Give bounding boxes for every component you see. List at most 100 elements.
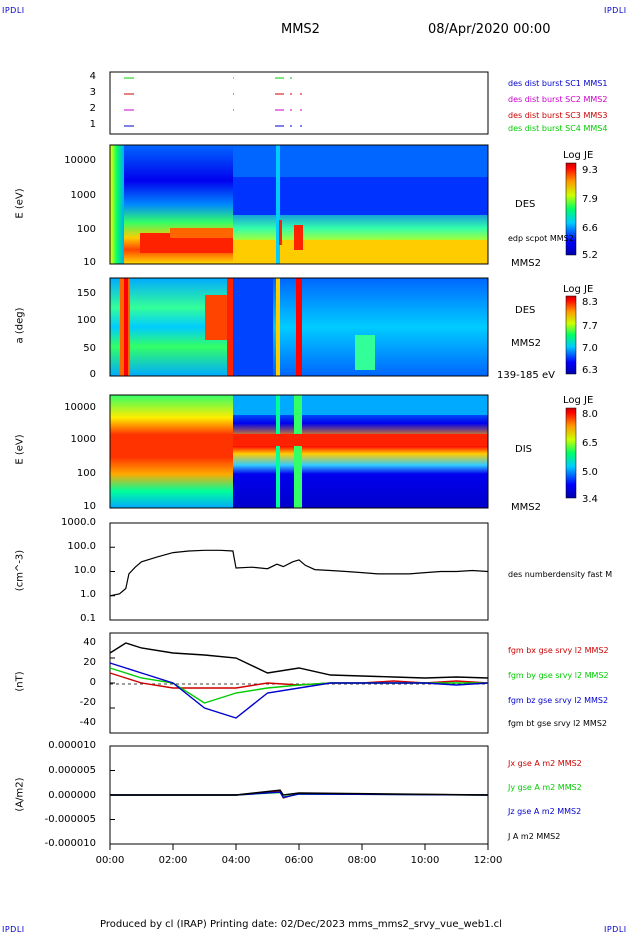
p2-cb-tick-1: 7.9 xyxy=(582,194,598,205)
p6-legend-bt: fgm bt gse srvy l2 MMS2 xyxy=(508,719,607,728)
p6-ylabel: (nT) xyxy=(14,671,26,692)
p4-ylabel: E (eV) xyxy=(14,434,26,465)
panel2-spectrogram xyxy=(110,145,488,264)
panel5-series-0 xyxy=(109,549,489,597)
p1-legend-1: des dist burst SC1 MMS1 xyxy=(508,79,608,88)
corner-br: IPDLI xyxy=(604,925,627,934)
p3-ytick-50: 50 xyxy=(83,343,96,354)
p6-ytick-m20: -20 xyxy=(79,697,96,708)
p2-right-label-3: MMS2 xyxy=(511,258,541,269)
p4-right-label-3: MMS2 xyxy=(511,502,541,513)
panel3-spectrogram xyxy=(110,278,488,376)
p5-legend: des numberdensity fast M xyxy=(508,570,613,579)
p7-ylabel: (A/m2) xyxy=(14,777,26,812)
p4-cb-title: Log JE xyxy=(563,395,594,406)
panel2-frame xyxy=(109,144,489,265)
p6-ytick-m40: -40 xyxy=(79,717,96,728)
p2-cb-tick-3: 5.2 xyxy=(582,250,598,261)
p2-ytick-10000: 10000 xyxy=(64,155,96,166)
p2-right-label-2: edp scpot MMS2 xyxy=(508,234,574,243)
p7-ytick-0: 0.000010 xyxy=(48,740,96,751)
p2-cb-tick-0: 9.3 xyxy=(582,165,598,176)
p5-ylabel: (cm^-3) xyxy=(14,549,26,592)
chart-layer xyxy=(109,522,489,850)
p5-ytick-1000: 1000.0 xyxy=(61,517,96,528)
plot-date: 08/Apr/2020 00:00 xyxy=(428,22,551,37)
p2-ytick-100: 100 xyxy=(76,224,96,235)
p4-cb-tick-3: 3.4 xyxy=(582,494,598,505)
xtick-4: 08:00 xyxy=(347,855,377,866)
p6-ytick-0: 0 xyxy=(89,677,96,688)
p2-ytick-10: 10 xyxy=(83,257,96,268)
corner-bl: IPDLI xyxy=(2,925,25,934)
p6-legend-bz: fgm bz gse srvy l2 MMS2 xyxy=(508,696,609,705)
xtick-2: 04:00 xyxy=(221,855,251,866)
p3-cb-tick-2: 7.0 xyxy=(582,343,598,354)
p6-ytick-40: 40 xyxy=(83,637,96,648)
panel4-spectrogram xyxy=(110,395,488,508)
p5-ytick-1: 1.0 xyxy=(80,589,96,600)
panel1-marks xyxy=(124,77,302,127)
p7-ytick-3: -0.000005 xyxy=(44,814,96,825)
p7-legend-jz: Jz gse A m2 MMS2 xyxy=(508,807,582,816)
xtick-6: 12:00 xyxy=(473,855,503,866)
p7-legend-jy: Jy gse A m2 MMS2 xyxy=(508,783,582,792)
plot-title: MMS2 xyxy=(281,22,320,37)
p1-ytick-1: 1 xyxy=(89,119,96,130)
p3-right-label: DES xyxy=(515,305,536,316)
p4-right-label: DIS xyxy=(515,444,532,455)
footer-text: Produced by cl (IRAP) Printing date: 02/… xyxy=(100,919,502,930)
p4-ytick-100: 100 xyxy=(76,468,96,479)
p6-legend-by: fgm by gse srvy l2 MMS2 xyxy=(508,671,609,680)
p7-ytick-2: 0.000000 xyxy=(48,790,96,801)
p4-ytick-10: 10 xyxy=(83,501,96,512)
p1-ytick-3: 3 xyxy=(89,87,96,98)
p1-legend-4: des dist burst SC4 MMS4 xyxy=(508,124,608,133)
p2-cb-title: Log JE xyxy=(563,150,594,161)
corner-tl: IPDLI xyxy=(2,6,25,15)
p1-legend-2: des dist burst SC2 MMS2 xyxy=(508,95,608,104)
colorbar-panel4 xyxy=(565,407,577,499)
p7-ytick-1: 0.000005 xyxy=(48,765,96,776)
p4-cb-tick-2: 5.0 xyxy=(582,467,598,478)
xtick-0: 00:00 xyxy=(95,855,125,866)
p2-right-label: DES xyxy=(515,199,536,210)
p6-ytick-20: 20 xyxy=(83,657,96,668)
p1-legend-3: des dist burst SC3 MMS3 xyxy=(508,111,608,120)
xtick-1: 02:00 xyxy=(158,855,188,866)
xtick-3: 06:00 xyxy=(284,855,314,866)
p3-right-label-2: MMS2 xyxy=(511,338,541,349)
p1-ytick-2: 2 xyxy=(89,103,96,114)
p4-ytick-1000: 1000 xyxy=(70,434,96,445)
p2-ylabel: E (eV) xyxy=(14,188,26,219)
panel4-frame xyxy=(109,394,489,509)
p3-cb-tick-1: 7.7 xyxy=(582,321,598,332)
panel6-series-2 xyxy=(109,662,489,719)
p5-ytick-10: 10.0 xyxy=(73,565,96,576)
p3-ytick-150: 150 xyxy=(76,288,96,299)
p2-cb-tick-2: 6.6 xyxy=(582,223,598,234)
p1-ytick-4: 4 xyxy=(89,71,96,82)
p7-legend-jx: Jx gse A m2 MMS2 xyxy=(508,759,582,768)
p4-cb-tick-1: 6.5 xyxy=(582,438,598,449)
panel3-frame xyxy=(109,277,489,377)
p3-cb-tick-3: 6.3 xyxy=(582,365,598,376)
panel1-frame xyxy=(109,71,489,135)
corner-tr: IPDLI xyxy=(604,6,627,15)
p5-ytick-100: 100.0 xyxy=(67,541,96,552)
p7-ytick-4: -0.000010 xyxy=(44,838,96,849)
p3-cb-tick-0: 8.3 xyxy=(582,297,598,308)
xtick-5: 10:00 xyxy=(410,855,440,866)
colorbar-panel2 xyxy=(565,162,577,256)
p3-ytick-100: 100 xyxy=(76,315,96,326)
panel5-frame xyxy=(109,522,489,621)
p2-ytick-1000: 1000 xyxy=(70,190,96,201)
p4-ytick-10000: 10000 xyxy=(64,402,96,413)
p4-cb-tick-0: 8.0 xyxy=(582,409,598,420)
p7-legend-j: J A m2 MMS2 xyxy=(508,832,561,841)
panel7-series-3 xyxy=(110,789,489,796)
p3-ytick-0: 0 xyxy=(89,369,96,380)
p6-legend-bx: fgm bx gse srvy l2 MMS2 xyxy=(508,646,609,655)
p3-cb-title: Log JE xyxy=(563,284,594,295)
